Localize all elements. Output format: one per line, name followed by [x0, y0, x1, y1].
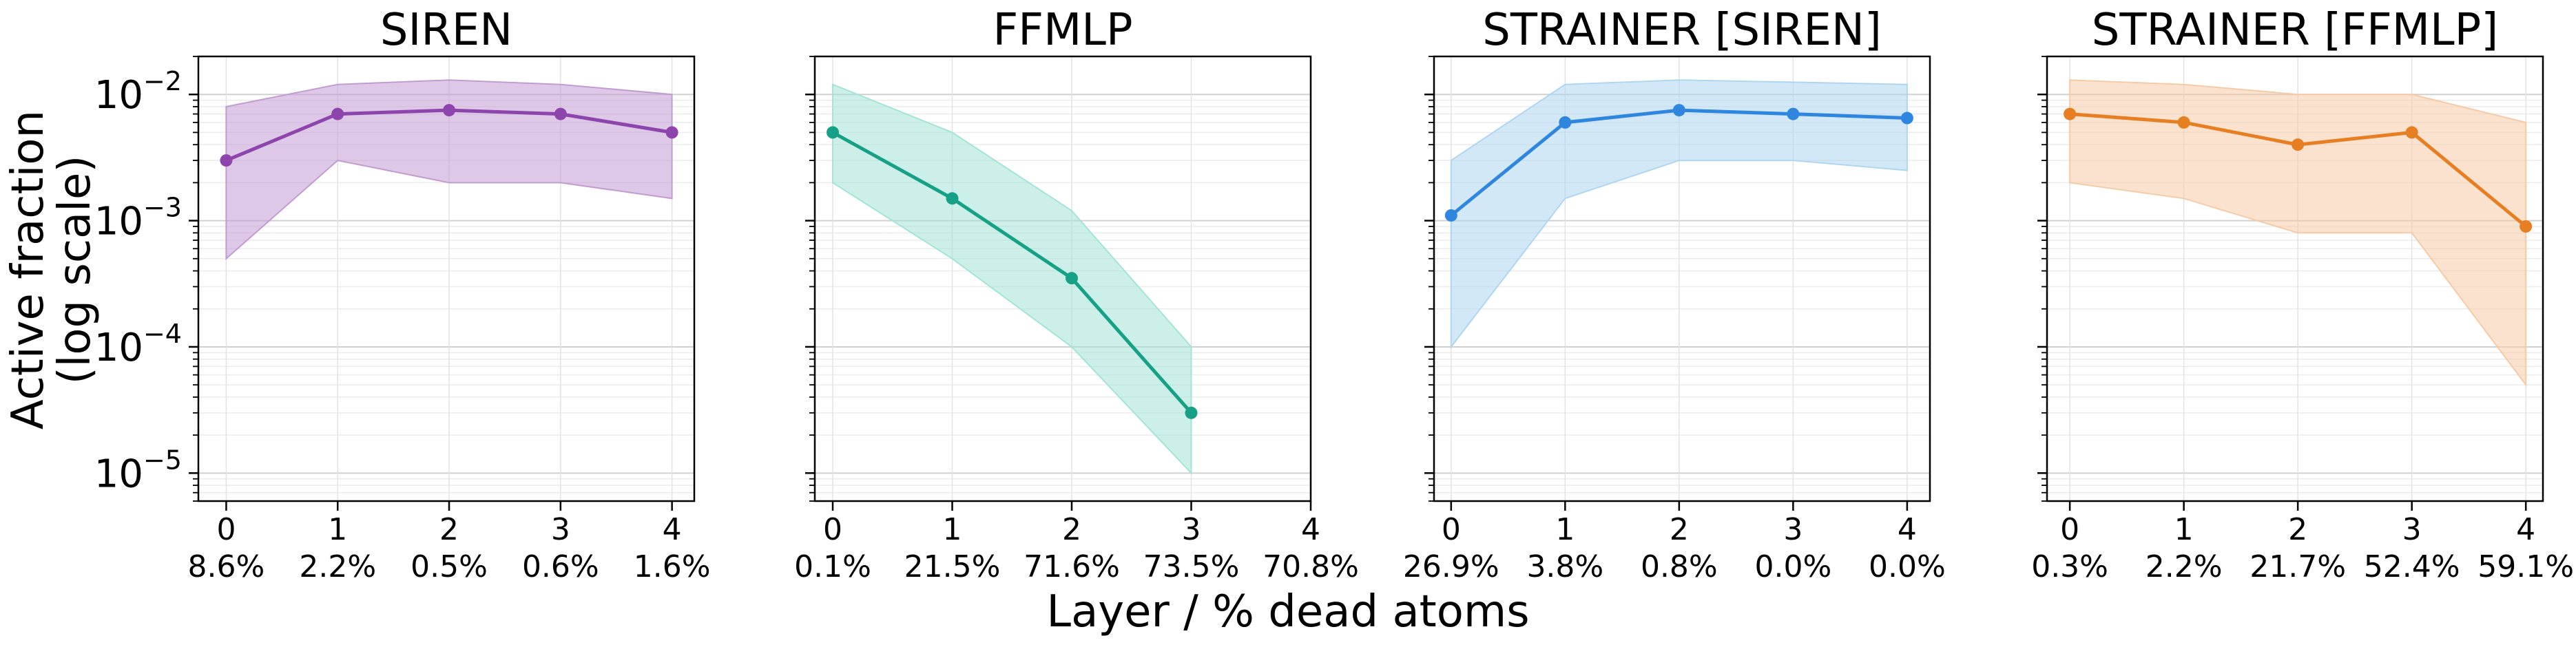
- x-tick-label: 0: [823, 512, 842, 547]
- data-point: [2177, 116, 2190, 129]
- dead-atoms-label: 3.8%: [1526, 549, 1603, 584]
- panel-title: FFMLP: [993, 5, 1132, 56]
- dead-atoms-label: 0.0%: [1754, 549, 1831, 584]
- x-tick-label: 0: [216, 512, 236, 547]
- panel-3: STRAINER [SIREN]026.9%13.8%20.8%30.0%40.…: [1403, 5, 1946, 584]
- confidence-band: [2069, 79, 2527, 388]
- data-point: [2405, 126, 2418, 139]
- dead-atoms-label: 70.8%: [1263, 549, 1359, 584]
- data-point: [1444, 209, 1457, 222]
- dead-atoms-label: 26.9%: [1403, 549, 1499, 584]
- x-tick-label: 4: [1301, 512, 1320, 547]
- confidence-band: [225, 79, 673, 261]
- y-axis-label-line-1: Active fraction: [3, 110, 54, 429]
- panel-title: SIREN: [380, 5, 512, 56]
- data-point: [554, 107, 567, 120]
- x-tick-label: 3: [2402, 512, 2422, 547]
- confidence-band: [1450, 79, 1908, 349]
- x-tick-label: 2: [1670, 512, 1689, 547]
- x-tick-label: 2: [2288, 512, 2307, 547]
- y-tick-label: 10−5: [94, 445, 182, 496]
- panel-1: SIREN 10−5 10−4 10−3 10−2 08.6% 12.2% 20.5% 30.6…: [94, 5, 711, 584]
- dead-atoms-label: 2.2%: [2146, 549, 2223, 584]
- dead-atoms-label: 0.0%: [1869, 549, 1946, 584]
- data-point: [2520, 220, 2533, 233]
- y-tick-label: 10−4: [94, 319, 182, 370]
- dead-atoms-label: 0.8%: [1641, 549, 1718, 584]
- data-point: [220, 154, 233, 167]
- x-axis-label: Layer / % dead atoms: [1046, 586, 1529, 637]
- data-point: [1066, 272, 1079, 285]
- x-tick-label: 3: [1783, 512, 1803, 547]
- dead-atoms-label: 1.6%: [634, 549, 711, 584]
- y-tick-label: 10−3: [94, 193, 182, 244]
- x-tick-label: 0: [1442, 512, 1461, 547]
- x-tick-label: 4: [2516, 512, 2535, 547]
- dead-atoms-label: 0.6%: [522, 549, 599, 584]
- dead-atoms-label: 52.4%: [2364, 549, 2460, 584]
- data-point: [331, 107, 344, 120]
- dead-atoms-label: 21.5%: [904, 549, 1001, 584]
- x-tick-label: 1: [2174, 512, 2194, 547]
- x-tick-label: 0: [2060, 512, 2079, 547]
- x-tick-label: 4: [663, 512, 682, 547]
- data-point: [946, 192, 959, 205]
- y-axis-label-line-2: (log scale): [50, 156, 101, 385]
- data-point: [2292, 138, 2305, 151]
- axes-frame: [1433, 55, 1931, 502]
- data-point: [1559, 116, 1572, 129]
- data-point: [827, 126, 840, 139]
- x-tick-label: 3: [1182, 512, 1201, 547]
- x-tick-label: 4: [1898, 512, 1917, 547]
- axes-frame: [197, 55, 696, 502]
- x-tick-label: 1: [943, 512, 962, 547]
- confidence-band: [832, 83, 1192, 475]
- y-axis-label: Active fraction (log scale): [3, 110, 101, 429]
- x-tick-label: 3: [551, 512, 570, 547]
- data-point: [665, 126, 678, 139]
- axes-frame: [2046, 55, 2544, 502]
- dead-atoms-label: 0.3%: [2031, 549, 2108, 584]
- dead-atoms-label: 8.6%: [188, 549, 265, 584]
- panel-title: STRAINER [FFMLP]: [2092, 5, 2498, 56]
- x-tick-label: 1: [1555, 512, 1575, 547]
- data-point: [1185, 406, 1198, 419]
- dead-atoms-label: 0.5%: [411, 549, 488, 584]
- panels: SIREN10−510−410−310−208.6%12.2%20.5%30.6…: [94, 5, 2574, 584]
- dead-atoms-label: 59.1%: [2478, 549, 2574, 584]
- data-point: [1900, 112, 1913, 125]
- dead-atoms-label: 21.7%: [2250, 549, 2346, 584]
- x-tick-label: 1: [328, 512, 347, 547]
- y-tick-label: 10−2: [94, 66, 182, 118]
- x-tick-label: 2: [439, 512, 459, 547]
- data-point: [443, 104, 456, 117]
- data-point: [2064, 107, 2077, 120]
- axes-frame: [813, 55, 1312, 502]
- data-point: [1787, 107, 1800, 120]
- dead-atoms-label: 2.2%: [299, 549, 376, 584]
- data-point: [1672, 104, 1685, 117]
- panel-4: STRAINER [FFMLP] 00.3% 12.2% 221.7% 352.4% 45…: [2031, 5, 2574, 584]
- x-tick-label: 2: [1062, 512, 1081, 547]
- dead-atoms-label: 71.6%: [1024, 549, 1120, 584]
- series-line: [831, 131, 1193, 414]
- panel-title: STRAINER [SIREN]: [1482, 5, 1882, 56]
- panel-2: FFMLP 00.1% 121.5% 271.6% 373.5% 470.8%: [794, 5, 1359, 584]
- dead-atoms-label: 73.5%: [1143, 549, 1240, 584]
- dead-atoms-label: 0.1%: [794, 549, 871, 584]
